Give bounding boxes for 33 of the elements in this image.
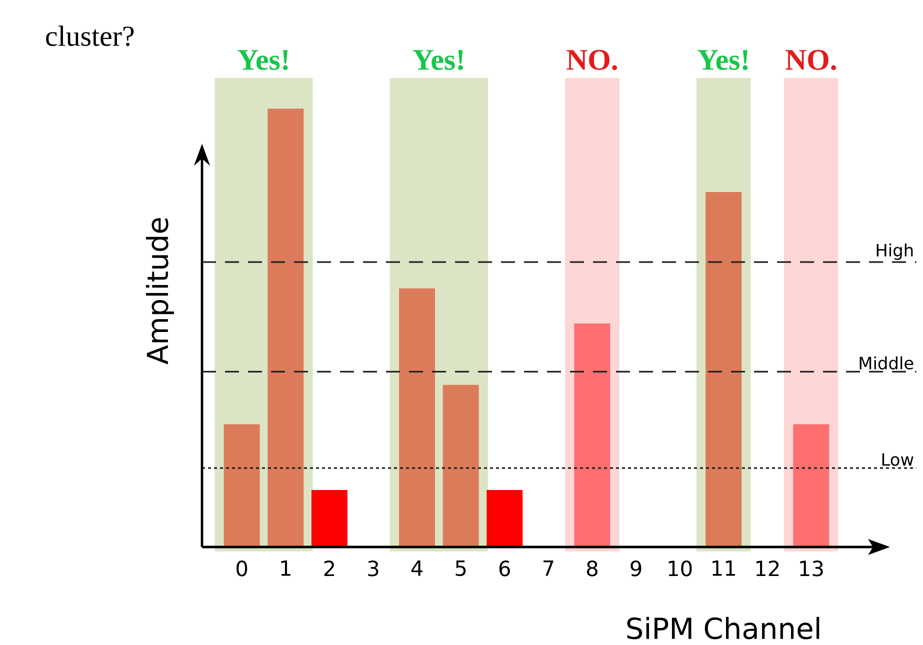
bar [793, 424, 830, 547]
band-label: Yes! [698, 50, 748, 70]
y-axis-title: Amplitude [146, 218, 174, 364]
band-label: NO. [566, 50, 618, 70]
band-label: Yes! [412, 50, 463, 70]
x-tick-label: 6 [499, 560, 510, 576]
x-tick-label: 3 [368, 560, 378, 576]
x-tick-label: 5 [456, 560, 466, 576]
x-tick-label: 2 [324, 560, 334, 576]
band-label: NO. [786, 50, 836, 70]
x-tick-label: 13 [800, 560, 823, 576]
chart-title: cluster? [46, 26, 134, 46]
ref-line-label: Low [882, 453, 914, 466]
bar [399, 288, 436, 547]
bar [706, 192, 742, 547]
bar [311, 490, 348, 547]
x-tick-label: 8 [586, 560, 598, 576]
band-label: Yes! [238, 50, 288, 70]
x-tick-label: 11 [712, 560, 735, 576]
x-tick-label: 0 [236, 560, 248, 576]
bar [574, 323, 610, 547]
x-tick-label: 1 [281, 560, 290, 576]
ref-line-label: High [876, 243, 913, 260]
ref-line-label: Middle [860, 356, 914, 370]
x-axis-title: SiPM Channel [627, 616, 820, 640]
x-tick-label: 4 [411, 560, 423, 576]
x-tick-label: 10 [668, 560, 692, 576]
bar [442, 384, 479, 547]
x-tick-label: 12 [756, 560, 779, 576]
x-tick-label: 7 [543, 560, 554, 576]
x-tick-label: 9 [630, 560, 642, 576]
bar [486, 490, 523, 547]
bar [224, 424, 260, 547]
